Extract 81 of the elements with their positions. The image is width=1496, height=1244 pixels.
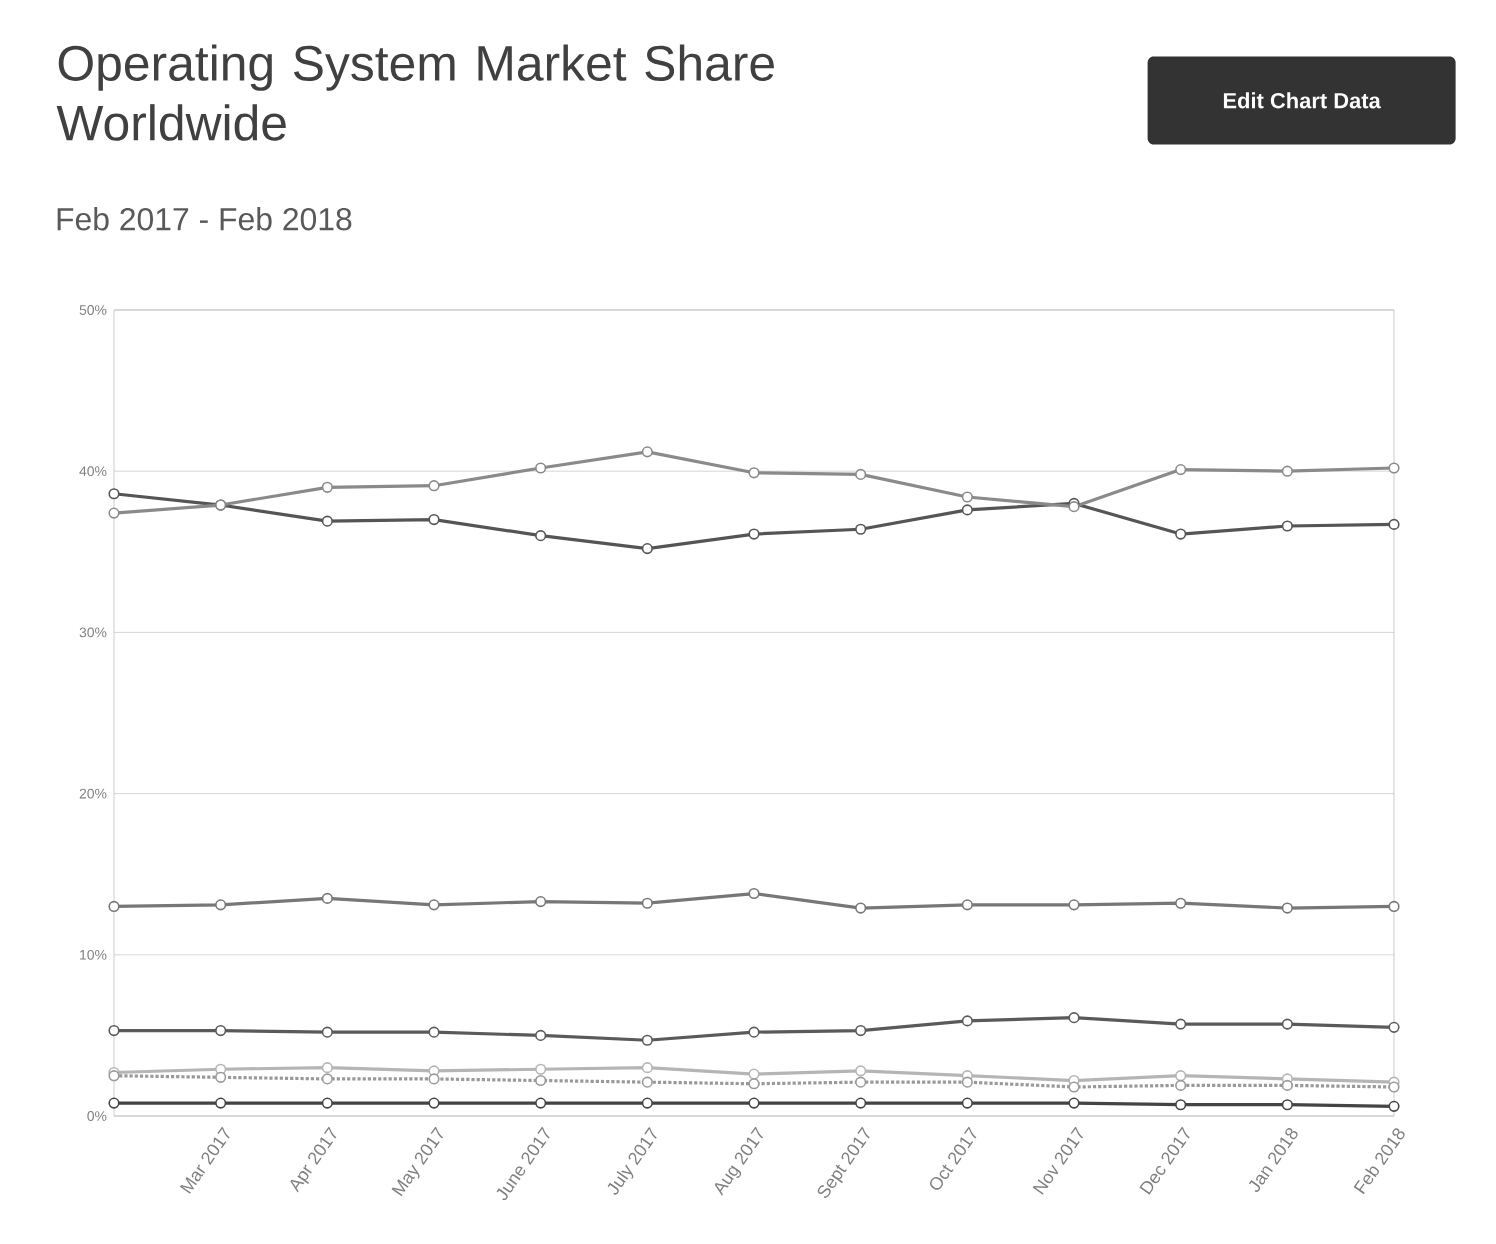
- point: [1388, 518, 1400, 530]
- point: [748, 1026, 760, 1038]
- point: [855, 1065, 867, 1077]
- point: [1281, 520, 1293, 532]
- point: [215, 899, 227, 911]
- point: [1281, 1018, 1293, 1030]
- point: [215, 1097, 227, 1109]
- point: [1068, 1012, 1080, 1024]
- point: [108, 488, 120, 500]
- point: [641, 897, 653, 909]
- point: [855, 523, 867, 535]
- point: [748, 887, 760, 900]
- point: [748, 1097, 760, 1109]
- point: [641, 1097, 653, 1109]
- point: [1175, 1018, 1187, 1030]
- point: [108, 1024, 120, 1037]
- point: [961, 1097, 973, 1109]
- point: [1175, 897, 1187, 909]
- point: [1281, 1079, 1293, 1091]
- point: [535, 896, 547, 908]
- point: [321, 481, 333, 493]
- point: [321, 1026, 333, 1038]
- point: [1068, 1097, 1080, 1109]
- point: [1281, 465, 1293, 477]
- point: [428, 1026, 440, 1038]
- point: [535, 1063, 547, 1075]
- point: [961, 504, 973, 516]
- point: [215, 1024, 227, 1037]
- point: [1068, 899, 1080, 911]
- point: [748, 1078, 760, 1090]
- chart-subtitle: Feb 2017 - Feb 2018: [57, 207, 352, 231]
- point: [961, 1076, 973, 1088]
- point: [1175, 464, 1187, 476]
- chart-title: Operating System Market Share Worldwide: [56, 44, 774, 141]
- point: [1388, 900, 1400, 913]
- point: [641, 446, 653, 458]
- point: [1388, 1100, 1400, 1112]
- point: [428, 1073, 440, 1085]
- point: [855, 468, 867, 480]
- point: [855, 1024, 867, 1037]
- point: [108, 507, 120, 519]
- point: [641, 542, 653, 555]
- point: [748, 467, 760, 479]
- point: [961, 1015, 973, 1027]
- point: [535, 530, 547, 542]
- point: [428, 513, 440, 526]
- point: [428, 899, 440, 911]
- point: [1068, 1081, 1080, 1093]
- point: [855, 1097, 867, 1109]
- point: [641, 1034, 653, 1046]
- text: Edit Chart Data: [1223, 92, 1381, 109]
- point: [1388, 462, 1400, 474]
- point: [535, 462, 547, 474]
- point: [961, 491, 973, 503]
- point: [321, 892, 333, 904]
- point: [535, 1097, 547, 1109]
- point: [321, 515, 333, 527]
- point: [321, 1062, 333, 1074]
- point: [1388, 1021, 1400, 1033]
- point: [535, 1029, 547, 1041]
- point: [961, 899, 973, 911]
- point: [428, 480, 440, 492]
- point: [641, 1076, 653, 1088]
- point: [1281, 1099, 1293, 1111]
- point: [535, 1074, 547, 1087]
- point: [108, 900, 120, 913]
- point: [1281, 902, 1293, 914]
- point: [748, 528, 760, 540]
- point: [855, 1076, 867, 1088]
- point: [1388, 1081, 1400, 1093]
- point: [1175, 1070, 1187, 1082]
- point: [215, 1071, 227, 1083]
- point: [1175, 528, 1187, 540]
- point: [321, 1073, 333, 1085]
- point: [855, 902, 867, 914]
- point: [321, 1097, 333, 1109]
- point: [641, 1062, 653, 1074]
- point: [1175, 1099, 1187, 1111]
- point: [428, 1097, 440, 1109]
- point: [1175, 1079, 1187, 1091]
- point: [108, 1097, 120, 1109]
